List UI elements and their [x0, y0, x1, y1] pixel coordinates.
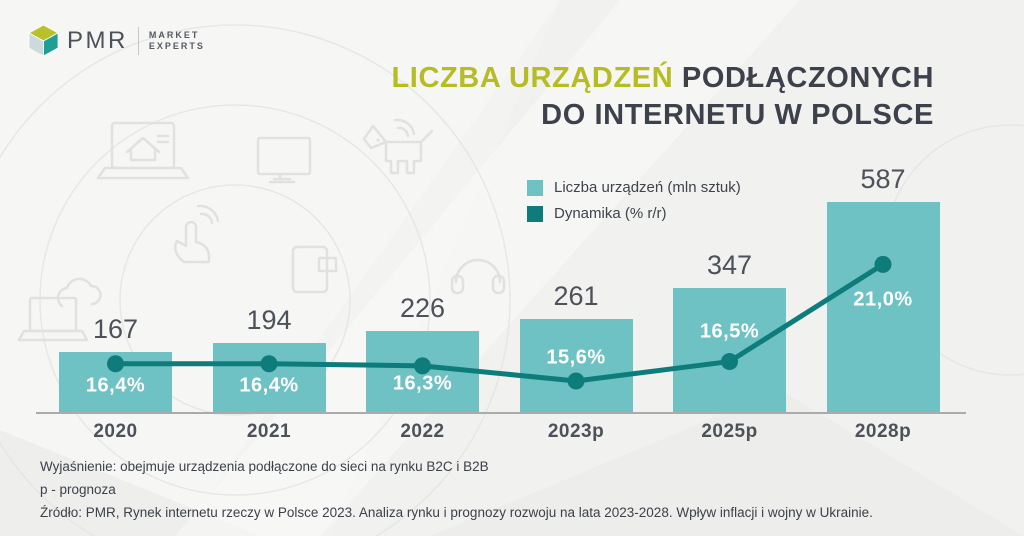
x-tick-2022: 2022	[400, 421, 445, 442]
page-title-line2: DO INTERNETU W POLSCE	[541, 99, 934, 131]
page-title-line1: LICZBA URZĄDZEŃ PODŁĄCZONYCH	[391, 60, 934, 97]
footnote-explanation: Wyjaśnienie: obejmuje urządzenia podłącz…	[40, 459, 489, 474]
legend-label-devices: Liczba urządzeń (mln sztuk)	[554, 179, 741, 196]
x-tick-2025p: 2025p	[701, 421, 758, 442]
dynamics-label-2028p: 21,0%	[853, 288, 913, 311]
logo-divider	[137, 26, 139, 55]
brand-tagline-line1: MARKET	[148, 29, 200, 40]
x-axis-line	[36, 412, 966, 414]
x-tick-2021: 2021	[246, 421, 292, 442]
bar-2025p	[673, 288, 786, 412]
x-tick-2020: 2020	[93, 421, 138, 442]
monitor-icon	[256, 136, 312, 184]
dynamics-label-2022: 16,3%	[392, 372, 453, 395]
chart-legend: Liczba urządzeń (mln sztuk) Dynamika (% …	[527, 179, 741, 231]
smart-laptop-icon	[96, 121, 190, 180]
brand-tagline-line2: EXPERTS	[148, 40, 205, 51]
bar-value-2025p: 347	[706, 250, 753, 281]
brand-name: PMR	[67, 26, 128, 54]
legend-swatch-devices	[527, 179, 543, 196]
footnotes: Wyjaśnienie: obejmuje urządzenia podłącz…	[40, 455, 873, 524]
brand-logo: PMR MARKET EXPERTS	[28, 24, 205, 57]
dynamics-label-2023p: 15,6%	[546, 346, 606, 369]
pmr-cube-icon	[28, 24, 59, 57]
page-title-highlight: LICZBA URZĄDZEŃ	[391, 62, 674, 94]
cloud-laptop-icon	[17, 277, 102, 342]
bar-value-2023p: 261	[553, 280, 599, 311]
background-facet	[430, 390, 1024, 536]
legend-item-dynamics: Dynamika (% r/r)	[527, 205, 741, 222]
bar-value-2022: 226	[399, 293, 446, 324]
page-title-rest: PODŁĄCZONYCH	[673, 62, 934, 94]
legend-label-dynamics: Dynamika (% r/r)	[554, 205, 667, 222]
brand-tagline: MARKET EXPERTS	[149, 30, 205, 52]
bar-value-2020: 167	[92, 314, 139, 345]
footnote-source: Źródło: PMR, Rynek internetu rzeczy w Po…	[40, 505, 873, 520]
dynamics-label-2020: 16,4%	[85, 374, 146, 397]
x-tick-2023p: 2023p	[547, 421, 605, 442]
legend-item-devices: Liczba urządzeń (mln sztuk)	[527, 179, 741, 196]
smart-pet-icon	[362, 118, 434, 175]
dynamics-label-2021: 16,4%	[239, 374, 299, 397]
footnote-forecast: p - prognoza	[40, 482, 116, 497]
bar-value-2021: 194	[246, 304, 292, 335]
page-title: LICZBA URZĄDZEŃ PODŁĄCZONYCH DO INTERNET…	[391, 60, 934, 134]
legend-swatch-dynamics	[527, 205, 543, 222]
bar-value-2028p: 587	[860, 164, 906, 195]
touch-hand-icon	[174, 204, 220, 264]
x-tick-2028p: 2028p	[854, 421, 912, 442]
dynamics-label-2025p: 16,5%	[699, 320, 760, 343]
background-facet	[0, 430, 260, 536]
